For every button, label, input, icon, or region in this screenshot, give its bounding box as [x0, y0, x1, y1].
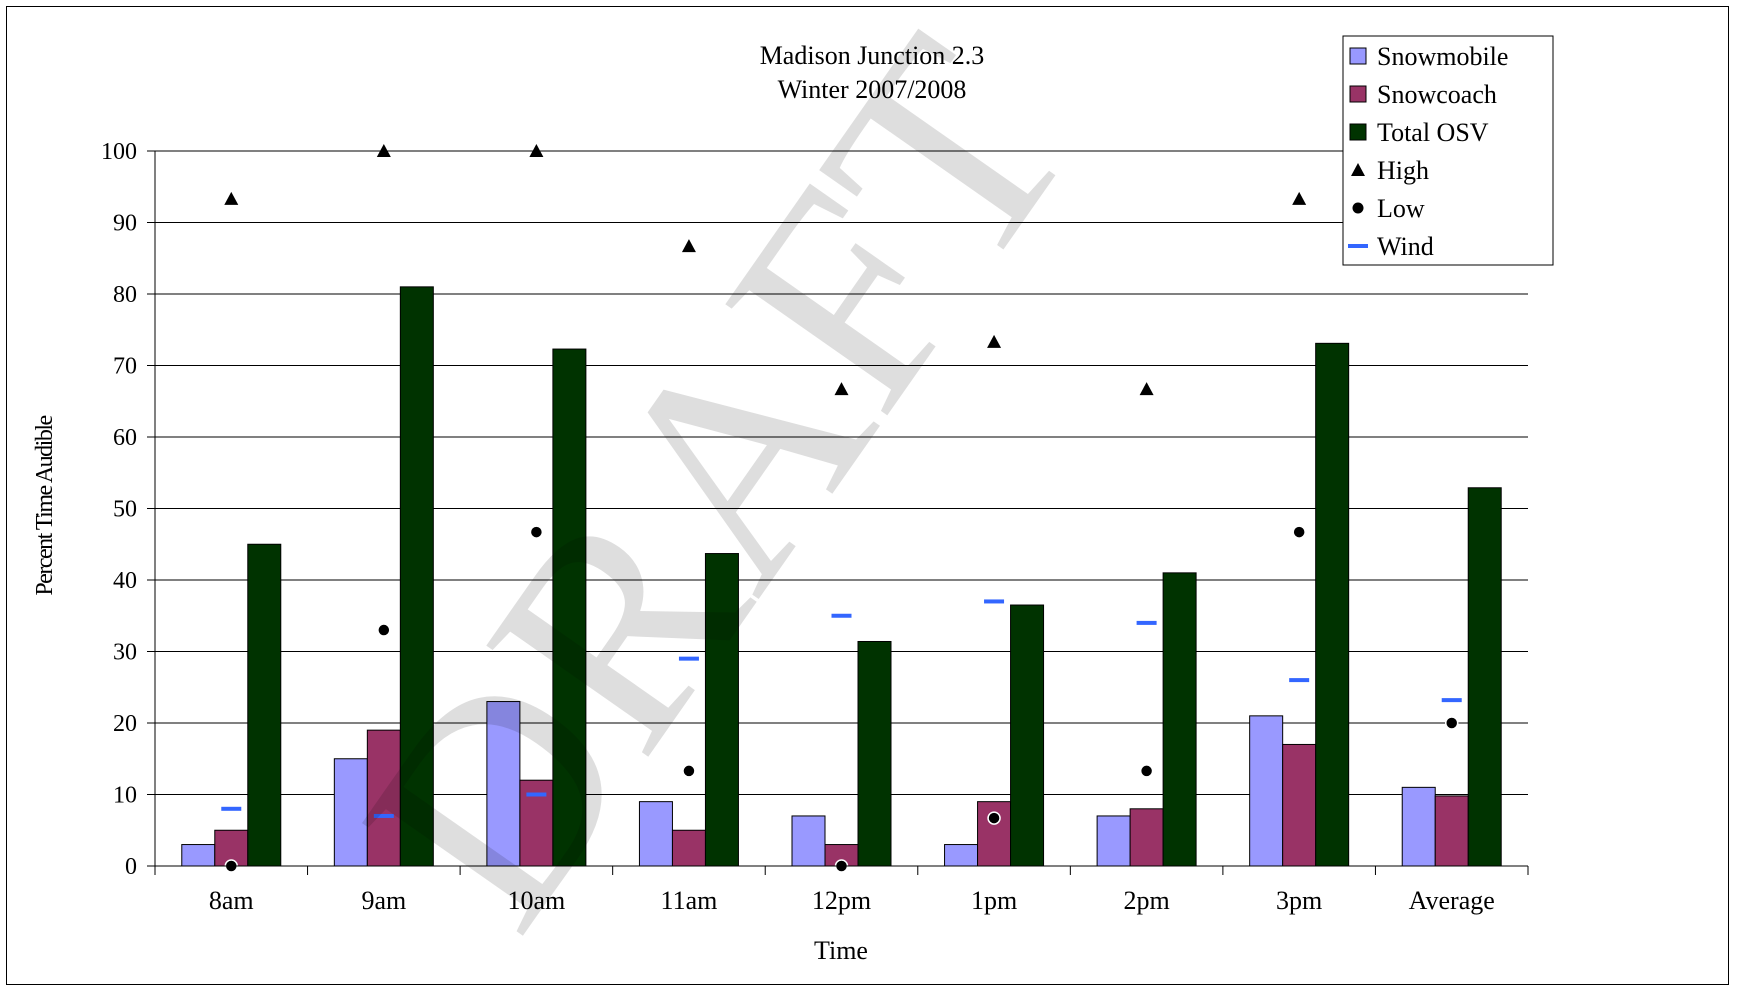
marker-low-9am: [377, 623, 391, 637]
marker-wind-12pm: [831, 613, 852, 618]
legend-label-total-osv: Total OSV: [1377, 118, 1489, 147]
marker-low-10am: [529, 525, 544, 539]
legend-symbol-wind: [1348, 244, 1368, 248]
marker-wind-1pm: [984, 599, 1005, 604]
x-tick-label-11am: 11am: [661, 886, 718, 915]
y-tick-label-100: 100: [101, 139, 137, 165]
bar-total-osv-9am: [399, 286, 434, 867]
marker-high-3pm: [1292, 191, 1307, 205]
bar-snowcoach-3pm: [1282, 743, 1317, 867]
bar-snowcoach-1pm: [977, 801, 1012, 867]
legend-symbol-low: [1352, 202, 1364, 214]
marker-wind-10am: [526, 792, 547, 797]
axes: [147, 150, 1529, 875]
bar-snowcoach-2pm: [1129, 808, 1164, 867]
y-tick-label-10: 10: [113, 783, 137, 809]
legend: Snowmobile Snowcoach Total OSV High Low Wind: [1342, 35, 1554, 266]
bar-total-osv-3pm: [1315, 342, 1350, 867]
marker-low-11am: [682, 764, 696, 778]
bar-snowmobile-11am: [638, 801, 673, 867]
y-tick-label-30: 30: [113, 640, 137, 666]
marker-high-12pm: [834, 382, 849, 396]
legend-label-high: High: [1377, 156, 1429, 185]
bar-snowmobile-12pm: [791, 815, 826, 867]
bar-total-osv-2pm: [1162, 572, 1197, 867]
marker-wind-3pm: [1289, 678, 1310, 683]
x-tick-label-average: Average: [1409, 886, 1495, 915]
bar-snowmobile-3pm: [1249, 715, 1284, 867]
bar-total-osv-12pm: [857, 640, 892, 867]
marker-low-3pm: [1292, 525, 1306, 539]
bar-snowmobile-8am: [181, 844, 216, 867]
bar-total-osv-10am: [552, 348, 587, 867]
marker-high-11am: [681, 239, 696, 253]
marker-wind-8am: [221, 806, 242, 811]
legend-box: [1342, 35, 1554, 266]
legend-symbol-high: [1351, 163, 1365, 176]
marker-wind-9am: [373, 813, 394, 818]
bar-total-osv-8am: [247, 543, 282, 867]
bar-snowmobile-9am: [333, 758, 368, 867]
legend-symbol-snowcoach: [1349, 85, 1367, 103]
chart-frame: [6, 6, 1729, 985]
bar-total-osv-average: [1467, 487, 1502, 867]
x-tick-label-2pm: 2pm: [1123, 886, 1169, 915]
chart-subtitle: Winter 2007/2008: [778, 75, 967, 104]
marker-wind-2pm: [1136, 620, 1157, 625]
marker-wind-11am: [678, 656, 699, 661]
tick-labels: 0 10 20 30 40 50 60 70 80 90 100 8am 9am 10am 11am 12pm…: [101, 139, 1495, 915]
bar-snowmobile-average: [1401, 786, 1436, 867]
legend-label-snowcoach: Snowcoach: [1377, 80, 1497, 109]
legend-label-wind: Wind: [1377, 232, 1434, 261]
marker-low-2pm: [1139, 764, 1154, 778]
x-tick-label-12pm: 12pm: [812, 886, 871, 915]
legend-label-low: Low: [1377, 194, 1425, 223]
bar-total-osv-11am: [704, 553, 739, 867]
x-tick-label-3pm: 3pm: [1276, 886, 1322, 915]
marker-high-10am: [529, 144, 544, 157]
marker-high-2pm: [1139, 382, 1154, 396]
marker-low-1pm: [987, 811, 1001, 825]
x-tick-label-1pm: 1pm: [971, 886, 1017, 915]
y-tick-label-0: 0: [125, 854, 137, 880]
marker-high-9am: [376, 144, 391, 157]
markers: [221, 144, 1462, 873]
x-axis-label: Time: [814, 936, 868, 965]
y-tick-label-70: 70: [113, 354, 137, 380]
legend-symbol-total-osv: [1349, 123, 1367, 141]
y-tick-label-80: 80: [113, 282, 137, 308]
marker-high-1pm: [987, 334, 1002, 348]
marker-low-average: [1444, 716, 1459, 730]
x-tick-label-9am: 9am: [361, 886, 406, 915]
bar-snowcoach-9am: [366, 729, 401, 867]
y-tick-label-50: 50: [113, 497, 137, 523]
marker-wind-average: [1441, 698, 1462, 703]
bar-snowmobile-10am: [486, 701, 521, 867]
bar-snowcoach-11am: [671, 829, 706, 867]
x-tick-label-10am: 10am: [508, 886, 566, 915]
x-tick-label-8am: 8am: [209, 886, 254, 915]
bar-snowmobile-1pm: [944, 844, 979, 867]
y-tick-label-40: 40: [113, 568, 137, 594]
y-tick-label-90: 90: [113, 211, 137, 237]
chart-title: Madison Junction 2.3: [760, 41, 985, 70]
marker-high-8am: [224, 191, 239, 205]
bar-snowcoach-average: [1434, 795, 1469, 867]
bar-snowmobile-2pm: [1096, 815, 1131, 867]
legend-label-snowmobile: Snowmobile: [1377, 42, 1508, 71]
y-axis-label: Percent Time Audible: [32, 415, 58, 595]
bar-total-osv-1pm: [1010, 604, 1045, 867]
y-tick-label-20: 20: [113, 711, 137, 737]
y-tick-label-60: 60: [113, 425, 137, 451]
legend-symbol-snowmobile: [1349, 47, 1367, 65]
